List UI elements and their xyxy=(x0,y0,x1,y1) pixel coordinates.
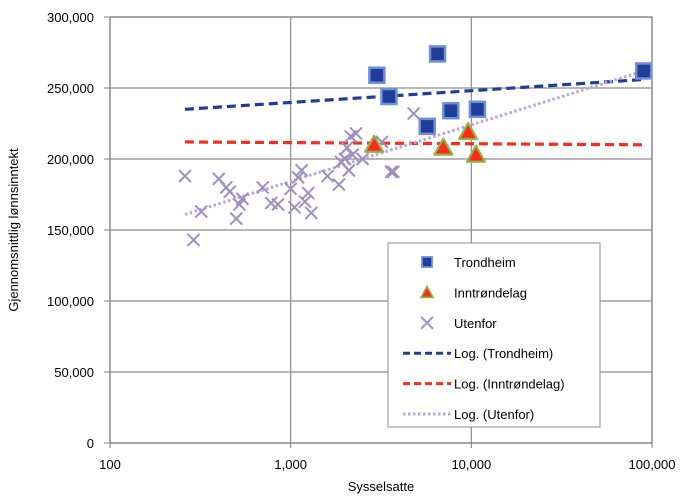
data-point-utenfor xyxy=(186,233,201,247)
data-point-utenfor xyxy=(229,211,243,226)
trendline-trondheim xyxy=(184,77,644,111)
data-point-utenfor xyxy=(291,170,305,185)
data-point-utenfor xyxy=(386,165,401,179)
data-point-utenfor xyxy=(235,192,250,206)
x-tick-label: 100,000 xyxy=(629,457,676,472)
x-axis-tick-labels: 100 1,000 10,000 100,000 xyxy=(99,443,676,472)
data-point-utenfor xyxy=(255,180,270,195)
data-point-utenfor xyxy=(283,182,298,196)
y-tick-label: 50,000 xyxy=(54,365,94,380)
data-point-utenfor xyxy=(298,194,312,209)
data-point-utenfor xyxy=(338,152,352,166)
x-axis-title: Sysselsatte xyxy=(348,479,414,494)
data-point-utenfor xyxy=(294,163,309,178)
y-axis-title: Gjennomsnittlig lønnsinntekt xyxy=(6,148,21,312)
data-point-utenfor xyxy=(320,169,335,183)
data-point-utenfor xyxy=(345,148,360,162)
data-point-utenfor xyxy=(301,186,315,200)
data-point-utenfor xyxy=(304,206,318,220)
data-point-utenfor xyxy=(332,177,346,192)
data-point-utenfor xyxy=(349,126,363,141)
legend-label: Log. (Inntrøndelag) xyxy=(454,377,565,392)
y-tick-label: 300,000 xyxy=(47,10,94,25)
trendlines xyxy=(184,69,645,216)
data-point-inntrøndelag xyxy=(364,134,385,153)
data-point-trondheim xyxy=(634,62,653,80)
data-point-utenfor xyxy=(407,106,421,121)
y-tick-label: 250,000 xyxy=(47,81,94,96)
data-point-utenfor xyxy=(342,163,356,178)
data-point-trondheim xyxy=(442,101,460,120)
data-point-trondheim xyxy=(428,45,447,63)
legend: Trondheim Inntrøndelag Utenfor Log. (Trondh… xyxy=(387,242,601,428)
y-tick-label: 0 xyxy=(87,436,94,451)
data-point-utenfor xyxy=(287,200,302,214)
data-point-utenfor xyxy=(194,204,208,219)
data-points xyxy=(178,45,653,247)
data-point-utenfor xyxy=(340,140,354,155)
y-axis-tick-labels: 0 50,000 100,000 150,000 200,000 250,000 300,0… xyxy=(47,10,110,451)
data-point-inntrøndelag xyxy=(433,137,454,156)
legend-label: Log. (Utenfor) xyxy=(454,407,534,422)
x-tick-label: 1,000 xyxy=(274,457,307,472)
y-tick-label: 200,000 xyxy=(47,152,94,167)
legend-label: Log. (Trondheim) xyxy=(454,346,553,361)
series-inntrøndelag xyxy=(364,121,487,163)
legend-label: Inntrøndelag xyxy=(454,285,527,300)
legend-triangle-marker xyxy=(419,284,435,299)
trendline-utenfor xyxy=(184,69,645,216)
legend-label: Utenfor xyxy=(454,316,497,331)
data-point-inntrøndelag xyxy=(458,121,479,141)
data-point-trondheim xyxy=(418,117,436,136)
legend-label: Trondheim xyxy=(454,255,516,270)
data-point-inntrøndelag xyxy=(465,144,487,163)
data-point-utenfor xyxy=(384,165,398,179)
data-point-utenfor xyxy=(178,169,192,183)
series-utenfor xyxy=(178,106,421,247)
x-tick-label: 100 xyxy=(99,457,121,472)
x-tick-label: 10,000 xyxy=(451,457,491,472)
data-point-utenfor xyxy=(223,184,237,199)
data-point-utenfor xyxy=(355,152,370,166)
legend-square-marker xyxy=(421,256,433,268)
legend-box xyxy=(387,242,601,428)
y-tick-label: 150,000 xyxy=(47,223,94,238)
y-tick-label: 100,000 xyxy=(47,294,94,309)
series-trondheim xyxy=(368,45,653,136)
data-point-trondheim xyxy=(468,100,487,119)
data-point-trondheim xyxy=(380,87,398,106)
legend-x-marker xyxy=(420,316,434,330)
data-point-utenfor xyxy=(271,197,285,212)
data-point-trondheim xyxy=(368,66,386,84)
